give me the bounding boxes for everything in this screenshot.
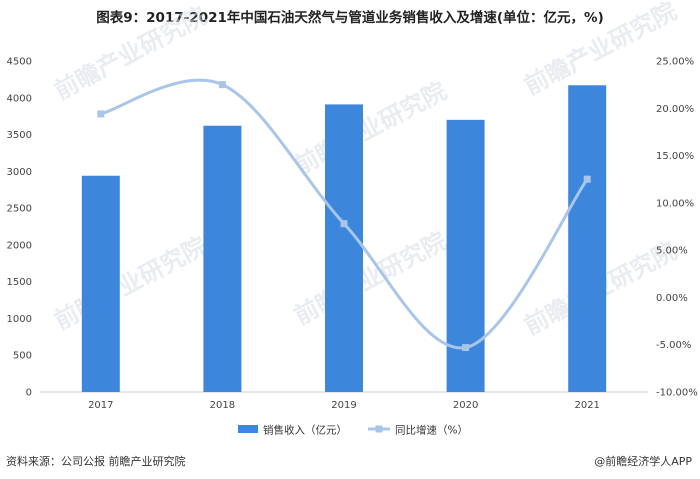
y-left-tick-label: 4500 bbox=[7, 57, 32, 68]
legend-label-line: 同比增速（%） bbox=[395, 424, 468, 437]
watermark-text: 前瞻产业研究院 bbox=[290, 227, 451, 331]
y-right-tick-label: -10.00% bbox=[656, 388, 698, 399]
y-right-tick-label: 10.00% bbox=[656, 198, 694, 209]
growth-point bbox=[340, 220, 348, 228]
y-right-tick-label: 15.00% bbox=[656, 151, 694, 162]
growth-point bbox=[462, 344, 470, 352]
legend-swatch-bar bbox=[238, 425, 258, 433]
y-left-tick-label: 2000 bbox=[7, 240, 32, 251]
watermark-text: 前瞻产业研究院 bbox=[520, 0, 681, 100]
y-left-tick-label: 3500 bbox=[7, 130, 32, 141]
bar bbox=[81, 175, 120, 392]
bar bbox=[446, 119, 485, 392]
y-left-tick-label: 2500 bbox=[7, 204, 32, 215]
brand-text: @前瞻经济学人APP bbox=[594, 455, 692, 468]
growth-line bbox=[99, 78, 589, 350]
y-left-tick-label: 500 bbox=[13, 351, 32, 362]
legend-label-bar: 销售收入（亿元） bbox=[263, 424, 347, 437]
watermark-text: 前瞻产业研究院 bbox=[50, 2, 211, 106]
source-note: 资料来源：公司公报 前瞻产业研究院 bbox=[6, 455, 186, 468]
y-right-tick-label: -5.00% bbox=[656, 340, 691, 351]
x-tick-label: 2020 bbox=[453, 400, 478, 411]
y-right-tick-label: 5.00% bbox=[656, 246, 688, 257]
legend-marker-line bbox=[375, 425, 383, 433]
x-tick-label: 2019 bbox=[331, 400, 356, 411]
x-tick-label: 2018 bbox=[210, 400, 235, 411]
y-left-tick-label: 3000 bbox=[7, 167, 32, 178]
y-right-tick-label: 20.00% bbox=[656, 104, 694, 115]
bar bbox=[568, 85, 607, 393]
y-left-tick-label: 1500 bbox=[7, 277, 32, 288]
y-left-tick-label: 4000 bbox=[7, 93, 32, 104]
chart-title: 图表9：2017-2021年中国石油天然气与管道业务销售收入及增速(单位：亿元，… bbox=[96, 10, 604, 26]
watermark-text: 前瞻产业研究院 bbox=[50, 232, 211, 336]
bar bbox=[325, 104, 363, 393]
y-right-tick-label: 25.00% bbox=[656, 57, 694, 68]
growth-point bbox=[218, 81, 226, 89]
watermark-text: 前瞻产业研究院 bbox=[290, 77, 451, 181]
x-tick-label: 2017 bbox=[88, 400, 113, 411]
growth-point bbox=[97, 110, 105, 118]
bar bbox=[203, 125, 242, 393]
brand-credit: @前瞻经济学人APP bbox=[594, 453, 692, 469]
growth-point bbox=[583, 175, 591, 183]
y-left-tick-label: 1000 bbox=[7, 314, 32, 325]
y-right-tick-label: 0.00% bbox=[656, 293, 688, 304]
y-left-tick-label: 0 bbox=[26, 388, 32, 399]
x-tick-label: 2021 bbox=[574, 400, 599, 411]
